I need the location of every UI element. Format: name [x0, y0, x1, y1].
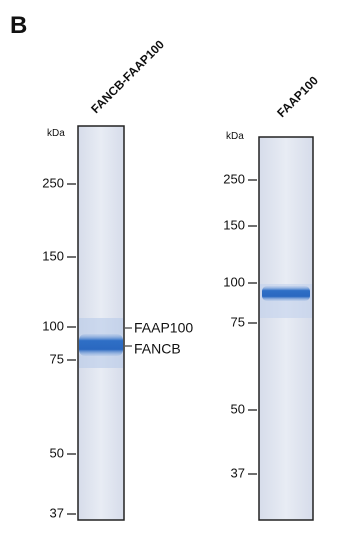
- marker-label: 37: [231, 465, 245, 480]
- band-label: FAAP100: [134, 320, 193, 336]
- marker-label: 100: [223, 274, 245, 289]
- lane-label: FAAP100: [274, 73, 321, 120]
- marker-label: 150: [42, 248, 64, 263]
- unit-label: kDa: [226, 131, 244, 142]
- marker-label: 250: [42, 175, 64, 190]
- unit-label: kDa: [47, 128, 65, 139]
- band-label: FANCB: [134, 341, 181, 357]
- marker-label: 37: [50, 505, 64, 520]
- gel-lane: [259, 137, 313, 520]
- marker-label: 250: [223, 171, 245, 186]
- marker-label: 50: [50, 445, 64, 460]
- panel-label: B: [10, 12, 27, 39]
- lane-label: FANCB-FAAP100: [88, 37, 167, 116]
- gel-figure: B FANCB-FAAP100 kDa FAAP100 FANCB FAAP10…: [0, 0, 362, 533]
- marker-label: 75: [231, 314, 245, 329]
- marker-label: 50: [231, 401, 245, 416]
- marker-label: 150: [223, 217, 245, 232]
- marker-label: 75: [50, 351, 64, 366]
- band: [262, 286, 310, 301]
- marker-label: 100: [42, 318, 64, 333]
- band: [79, 334, 123, 356]
